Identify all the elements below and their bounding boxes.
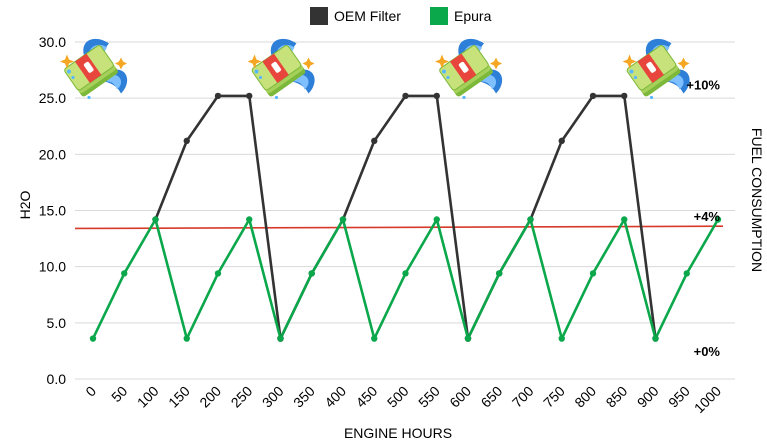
x-tick-label: 300 [259, 383, 287, 411]
x-tick-label: 0 [82, 383, 99, 400]
point-oem-filter [183, 137, 190, 145]
point-epura [308, 270, 315, 277]
point-epura [246, 216, 253, 223]
point-epura [527, 216, 534, 223]
series-line-oem-filter [279, 94, 470, 340]
legend: OEM Filter Epura [310, 7, 492, 25]
point-epura [214, 270, 222, 277]
x-tick-label: 700 [509, 383, 537, 411]
x-tick-label: 600 [446, 383, 474, 411]
legend-swatch-epura [430, 7, 448, 25]
point-epura [402, 270, 409, 277]
x-tick-label: 500 [384, 383, 412, 411]
y-axis-title: H2O [17, 191, 33, 220]
x-tick-label: 200 [196, 383, 224, 411]
point-epura [652, 335, 659, 342]
y-tick-label: 30.0 [39, 34, 66, 50]
point-epura [371, 335, 378, 342]
point-epura [464, 335, 472, 342]
grid-lines [75, 41, 735, 380]
money-icons [59, 38, 691, 100]
point-epura [589, 270, 597, 277]
x-tick-label: 850 [603, 383, 631, 411]
annotation-label: +10% [686, 78, 720, 93]
x-tick-label: 400 [321, 383, 349, 411]
x-tick-label: 1000 [691, 383, 724, 416]
annotations: +10% +4% +0% [686, 78, 720, 359]
y-tick-label: 25.0 [39, 90, 66, 106]
point-oem-filter [402, 92, 409, 100]
point-oem-filter [214, 92, 222, 100]
point-epura [714, 216, 722, 223]
x-tick-label: 450 [353, 383, 381, 411]
point-oem-filter [589, 92, 597, 100]
point-oem-filter [558, 137, 565, 145]
point-oem-filter [371, 137, 378, 145]
point-epura [496, 270, 503, 277]
x-tick-label: 750 [540, 383, 568, 411]
point-epura [621, 216, 628, 223]
point-epura [339, 216, 347, 223]
point-epura [433, 216, 440, 223]
point-epura [277, 335, 284, 342]
point-epura [121, 270, 128, 277]
y2-axis-title: FUEL CONSUMPTION [749, 128, 765, 272]
annotation-label: +4% [694, 209, 721, 224]
money-icon [434, 38, 503, 100]
y-tick-label: 5.0 [47, 315, 67, 331]
point-epura [558, 335, 565, 342]
y-tick-label: 10.0 [39, 259, 66, 275]
series-points [89, 92, 722, 342]
point-epura [683, 270, 690, 277]
x-tick-labels: 0 50 100 150 200 250 300 350 400 450 500 550 600 650 7… [82, 383, 724, 416]
reference-line [74, 225, 724, 230]
x-tick-label: 150 [165, 383, 193, 411]
series-line-epura [91, 218, 720, 340]
y-tick-label: 0.0 [47, 371, 67, 387]
point-oem-filter [433, 92, 440, 100]
money-icon [59, 38, 128, 100]
legend-label-epura: Epura [454, 8, 492, 24]
x-tick-label: 50 [108, 383, 130, 405]
series-line-oem-filter [466, 94, 657, 340]
legend-swatch-oem-filter [310, 7, 328, 25]
x-tick-label: 900 [634, 383, 662, 411]
series-line-oem-filter [154, 94, 282, 339]
annotation-label: +0% [694, 344, 721, 359]
y-tick-labels: 0.0 5.0 10.0 15.0 20.0 25.0 30.0 [39, 34, 66, 387]
x-tick-label: 650 [478, 383, 506, 411]
x-axis-title: ENGINE HOURS [344, 425, 452, 441]
point-oem-filter [246, 92, 253, 100]
x-tick-label: 350 [290, 383, 318, 411]
money-icon [622, 38, 691, 100]
y-tick-label: 20.0 [39, 146, 66, 162]
x-tick-label: 100 [134, 383, 162, 411]
x-tick-label: 250 [228, 383, 256, 411]
point-epura [152, 216, 159, 223]
point-epura [89, 335, 97, 342]
y-tick-label: 15.0 [39, 203, 66, 219]
x-tick-label: 800 [571, 383, 599, 411]
reference-lines [74, 225, 724, 230]
point-epura [183, 335, 190, 342]
legend-label-oem-filter: OEM Filter [334, 8, 401, 24]
x-tick-label: 950 [665, 383, 693, 411]
point-oem-filter [621, 92, 628, 100]
x-tick-label: 550 [415, 383, 443, 411]
money-icon [247, 38, 316, 100]
